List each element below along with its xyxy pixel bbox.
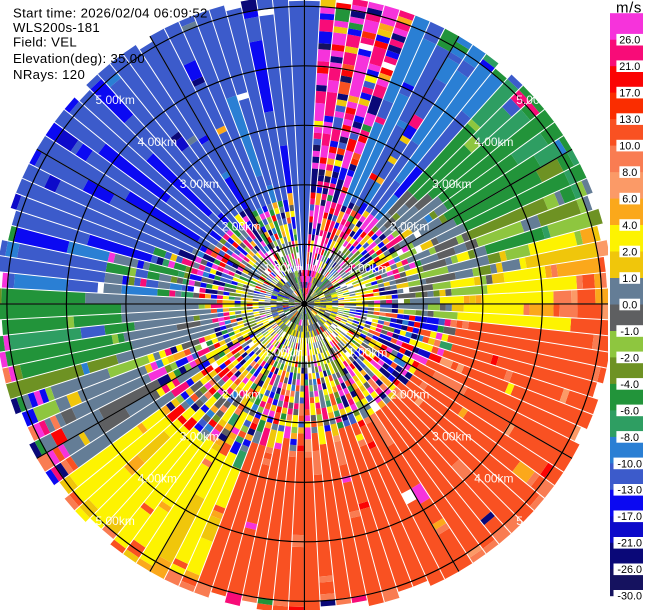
- svg-text:4.00km: 4.00km: [474, 135, 513, 149]
- svg-text:Elevation(deg): 35.00: Elevation(deg): 35.00: [13, 51, 145, 66]
- svg-text:-2.0: -2.0: [620, 352, 639, 364]
- svg-text:-10.0: -10.0: [617, 458, 642, 470]
- svg-text:1.00km: 1.00km: [348, 261, 387, 275]
- svg-text:2.00km: 2.00km: [390, 219, 429, 233]
- svg-text:5.00km: 5.00km: [96, 93, 135, 107]
- svg-text:1.00km: 1.00km: [264, 261, 303, 275]
- svg-text:WLS200s-181: WLS200s-181: [13, 20, 100, 35]
- svg-text:-8.0: -8.0: [620, 432, 639, 444]
- svg-text:8.0: 8.0: [622, 167, 637, 179]
- svg-text:-13.0: -13.0: [617, 485, 642, 497]
- svg-text:5.00km: 5.00km: [96, 514, 135, 528]
- svg-text:Start time: 2026/02/04 06:09:5: Start time: 2026/02/04 06:09:52: [13, 6, 208, 21]
- svg-text:-4.0: -4.0: [620, 379, 639, 391]
- svg-text:0.0: 0.0: [622, 299, 637, 311]
- svg-text:17.0: 17.0: [619, 88, 640, 100]
- svg-text:1.00km: 1.00km: [348, 346, 387, 360]
- svg-text:4.00km: 4.00km: [138, 135, 177, 149]
- svg-text:4.00km: 4.00km: [138, 472, 177, 486]
- svg-text:1.00km: 1.00km: [264, 346, 303, 360]
- svg-text:26.0: 26.0: [619, 35, 640, 47]
- svg-text:21.0: 21.0: [619, 61, 640, 73]
- svg-text:-6.0: -6.0: [620, 405, 639, 417]
- svg-text:Field: VEL: Field: VEL: [13, 35, 77, 50]
- svg-text:3.00km: 3.00km: [180, 430, 219, 444]
- svg-text:5.00km: 5.00km: [516, 514, 555, 528]
- svg-text:2.00km: 2.00km: [222, 388, 261, 402]
- svg-text:2.00km: 2.00km: [390, 388, 429, 402]
- svg-text:3.00km: 3.00km: [432, 430, 471, 444]
- svg-text:3.00km: 3.00km: [180, 177, 219, 191]
- svg-text:5.00km: 5.00km: [516, 93, 555, 107]
- svg-text:-21.0: -21.0: [617, 538, 642, 550]
- svg-text:-1.0: -1.0: [620, 326, 639, 338]
- svg-text:13.0: 13.0: [619, 114, 640, 126]
- svg-text:2.00km: 2.00km: [222, 219, 261, 233]
- svg-text:-17.0: -17.0: [617, 511, 642, 523]
- svg-text:-30.0: -30.0: [617, 591, 642, 603]
- svg-text:2.0: 2.0: [622, 246, 637, 258]
- svg-text:4.0: 4.0: [622, 220, 637, 232]
- svg-text:1.0: 1.0: [622, 273, 637, 285]
- svg-text:-26.0: -26.0: [617, 564, 642, 576]
- svg-text:NRays: 120: NRays: 120: [13, 67, 85, 82]
- svg-text:m/s: m/s: [616, 0, 642, 17]
- svg-text:10.0: 10.0: [619, 141, 640, 153]
- svg-text:3.00km: 3.00km: [432, 177, 471, 191]
- svg-text:6.0: 6.0: [622, 194, 637, 206]
- svg-text:4.00km: 4.00km: [474, 472, 513, 486]
